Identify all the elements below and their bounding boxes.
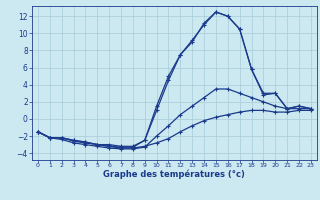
X-axis label: Graphe des températures (°c): Graphe des températures (°c) [103,170,245,179]
